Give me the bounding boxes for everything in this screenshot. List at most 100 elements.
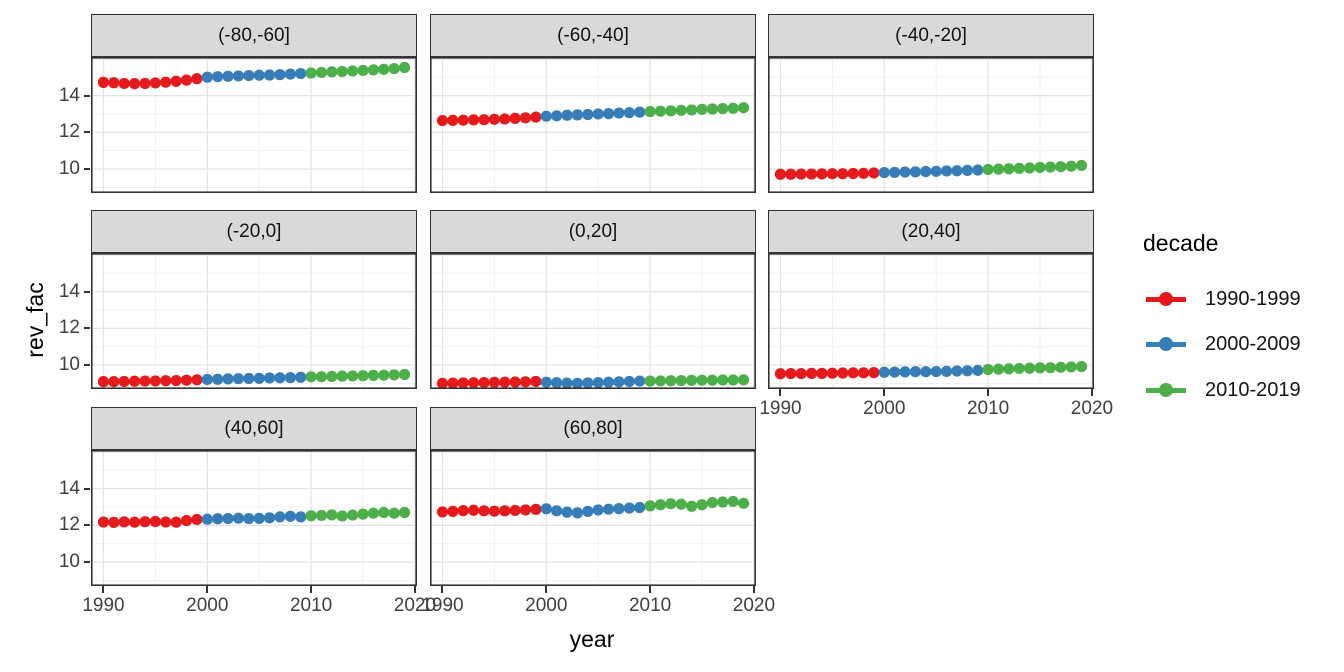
data-point bbox=[665, 498, 677, 510]
data-point bbox=[613, 503, 625, 515]
data-point bbox=[336, 510, 348, 522]
data-point bbox=[940, 365, 953, 377]
data-point bbox=[378, 63, 390, 75]
data-point bbox=[160, 516, 172, 528]
data-point bbox=[868, 167, 880, 179]
facet-strip: (-80,-60] bbox=[91, 14, 417, 57]
data-point bbox=[1065, 160, 1077, 172]
x-tick-mark bbox=[649, 586, 652, 593]
data-point bbox=[889, 366, 901, 378]
y-tick-label: 12 bbox=[58, 121, 80, 143]
data-point bbox=[139, 77, 151, 90]
data-point bbox=[644, 105, 656, 118]
data-point bbox=[602, 376, 615, 388]
data-point bbox=[582, 505, 594, 517]
y-tick-label: 10 bbox=[58, 354, 80, 376]
data-point bbox=[727, 102, 739, 114]
data-point bbox=[582, 108, 594, 121]
data-point bbox=[654, 499, 667, 511]
data-point bbox=[551, 377, 563, 389]
data-point bbox=[478, 114, 490, 126]
data-point bbox=[378, 506, 390, 519]
data-point bbox=[457, 505, 469, 517]
y-tick-label: 12 bbox=[58, 317, 80, 339]
data-point bbox=[398, 368, 411, 381]
data-point bbox=[326, 66, 338, 78]
point-line-key-icon bbox=[1146, 382, 1186, 398]
data-point bbox=[201, 513, 213, 525]
data-point bbox=[336, 65, 348, 78]
facet-panel bbox=[430, 450, 756, 586]
data-point bbox=[180, 374, 193, 386]
data-point bbox=[509, 376, 521, 388]
data-point bbox=[357, 370, 369, 382]
data-point bbox=[806, 367, 818, 379]
data-point bbox=[263, 372, 276, 384]
y-tick-label: 10 bbox=[58, 158, 80, 180]
data-point bbox=[284, 68, 296, 80]
data-point bbox=[899, 166, 911, 178]
data-point bbox=[857, 367, 870, 379]
data-point bbox=[571, 109, 584, 121]
data-point bbox=[785, 367, 797, 380]
data-point bbox=[644, 375, 656, 387]
data-point bbox=[97, 516, 110, 528]
x-tick-mark bbox=[1090, 389, 1093, 396]
data-point bbox=[180, 74, 193, 86]
data-point bbox=[930, 365, 942, 378]
data-point bbox=[909, 366, 922, 378]
data-point bbox=[602, 503, 615, 515]
x-tick-label: 2020 bbox=[732, 595, 776, 616]
y-tick-label: 10 bbox=[58, 551, 80, 573]
data-point bbox=[1003, 363, 1015, 375]
y-tick-mark bbox=[84, 168, 90, 171]
data-point bbox=[540, 110, 552, 122]
data-point bbox=[706, 374, 718, 386]
data-point bbox=[816, 367, 828, 379]
y-tick-label: 14 bbox=[58, 280, 80, 302]
data-point bbox=[717, 496, 729, 508]
data-point bbox=[457, 114, 469, 126]
data-point bbox=[982, 363, 994, 376]
data-point bbox=[592, 376, 604, 389]
data-point bbox=[920, 165, 932, 178]
data-point bbox=[139, 516, 151, 528]
data-point bbox=[295, 67, 307, 80]
data-point bbox=[315, 371, 328, 383]
data-point bbox=[191, 513, 203, 526]
facet-strip: (-20,0] bbox=[91, 210, 417, 253]
data-point bbox=[571, 377, 584, 389]
x-tick-label: 2020 bbox=[1070, 398, 1114, 419]
data-point bbox=[972, 164, 984, 176]
data-point bbox=[551, 505, 563, 517]
data-point bbox=[654, 105, 667, 117]
data-point bbox=[1044, 161, 1056, 173]
facet-strip: (40,60] bbox=[91, 407, 417, 450]
data-point bbox=[613, 376, 625, 388]
data-point bbox=[675, 374, 687, 387]
data-point bbox=[447, 505, 459, 517]
x-tick-mark bbox=[987, 389, 990, 396]
y-tick-label: 14 bbox=[58, 477, 80, 499]
legend-entry-label: 2000-2009 bbox=[1205, 332, 1301, 355]
data-point bbox=[920, 366, 932, 378]
data-point bbox=[551, 110, 563, 122]
x-tick-label: 2020 bbox=[393, 595, 437, 616]
data-point bbox=[519, 504, 532, 516]
data-point bbox=[930, 165, 942, 177]
data-point bbox=[889, 166, 901, 179]
y-tick-mark bbox=[84, 131, 90, 134]
data-point bbox=[212, 71, 224, 83]
data-point bbox=[878, 366, 890, 378]
data-point bbox=[347, 65, 359, 77]
data-point bbox=[457, 377, 469, 389]
data-point bbox=[592, 108, 604, 120]
data-point bbox=[315, 66, 328, 79]
data-point bbox=[561, 109, 573, 121]
data-point bbox=[315, 509, 328, 522]
facet-strip: (-60,-40] bbox=[430, 14, 756, 57]
data-point bbox=[488, 376, 500, 388]
data-point bbox=[1024, 362, 1036, 374]
data-point bbox=[561, 506, 573, 518]
